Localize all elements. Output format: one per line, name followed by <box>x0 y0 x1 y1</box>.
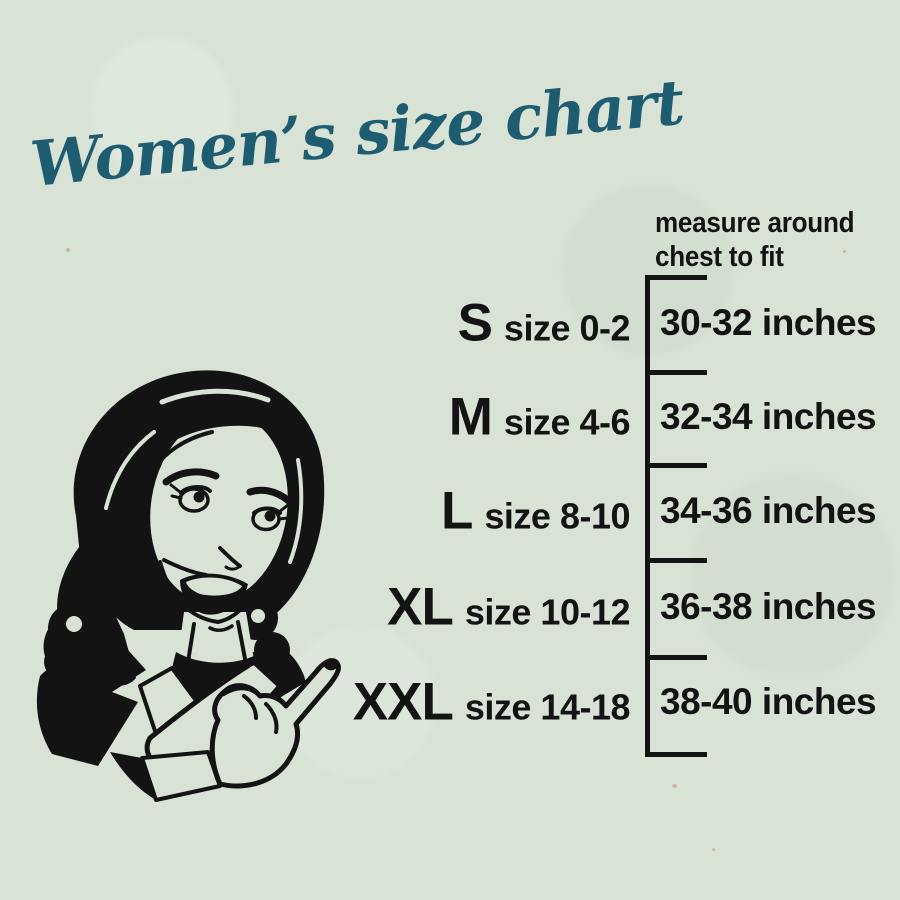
ruler-line <box>645 275 650 757</box>
paper-speck <box>843 250 846 253</box>
us-size: size 10-12 <box>464 591 631 632</box>
us-size: size 4-6 <box>503 401 631 442</box>
us-size: size 0-2 <box>503 307 631 348</box>
us-size: size 8-10 <box>484 495 630 536</box>
tick-mark <box>645 655 707 660</box>
paper-speck <box>66 248 70 252</box>
chest-measurement: 36-38 inches <box>660 585 877 627</box>
size-row-xl: XL size 10-12 36-38 inches <box>0 558 900 655</box>
chest-measurement: 38-40 inches <box>660 680 877 722</box>
size-label: S size 0-2 <box>457 292 631 353</box>
measure-note: measure around chest to fit <box>655 206 855 274</box>
size-letter: XL <box>387 577 454 636</box>
size-row-m: M size 4-6 32-34 inches <box>0 370 900 463</box>
size-letter: S <box>457 293 493 352</box>
size-label: M size 4-6 <box>448 386 631 447</box>
size-label: L size 8-10 <box>441 480 630 541</box>
size-row-l: L size 8-10 34-36 inches <box>0 463 900 558</box>
chest-measurement: 34-36 inches <box>660 489 877 531</box>
size-row-xxl: XXL size 14-18 38-40 inches <box>0 655 900 748</box>
size-letter: M <box>448 387 493 446</box>
tick-mark <box>645 275 707 280</box>
size-letter: L <box>441 481 473 540</box>
tick-mark <box>645 370 707 375</box>
tick-mark <box>645 463 707 468</box>
size-label: XXL size 14-18 <box>352 671 631 732</box>
retro-woman-pointing-illustration <box>36 370 341 802</box>
page-title: Women’s size chart <box>27 65 687 201</box>
tick-mark <box>645 558 707 563</box>
paper-speck <box>712 848 715 851</box>
chest-measurement: 32-34 inches <box>660 395 877 437</box>
size-label: XL size 10-12 <box>387 576 630 637</box>
chest-measurement: 30-32 inches <box>660 301 877 343</box>
size-row-s: S size 0-2 30-32 inches <box>0 275 900 370</box>
measure-note-line1: measure around <box>655 207 855 239</box>
tick-mark <box>645 752 707 757</box>
paper-speck <box>672 784 677 788</box>
us-size: size 14-18 <box>464 686 631 727</box>
measure-note-line2: chest to fit <box>655 241 784 273</box>
size-letter: XXL <box>352 672 454 731</box>
